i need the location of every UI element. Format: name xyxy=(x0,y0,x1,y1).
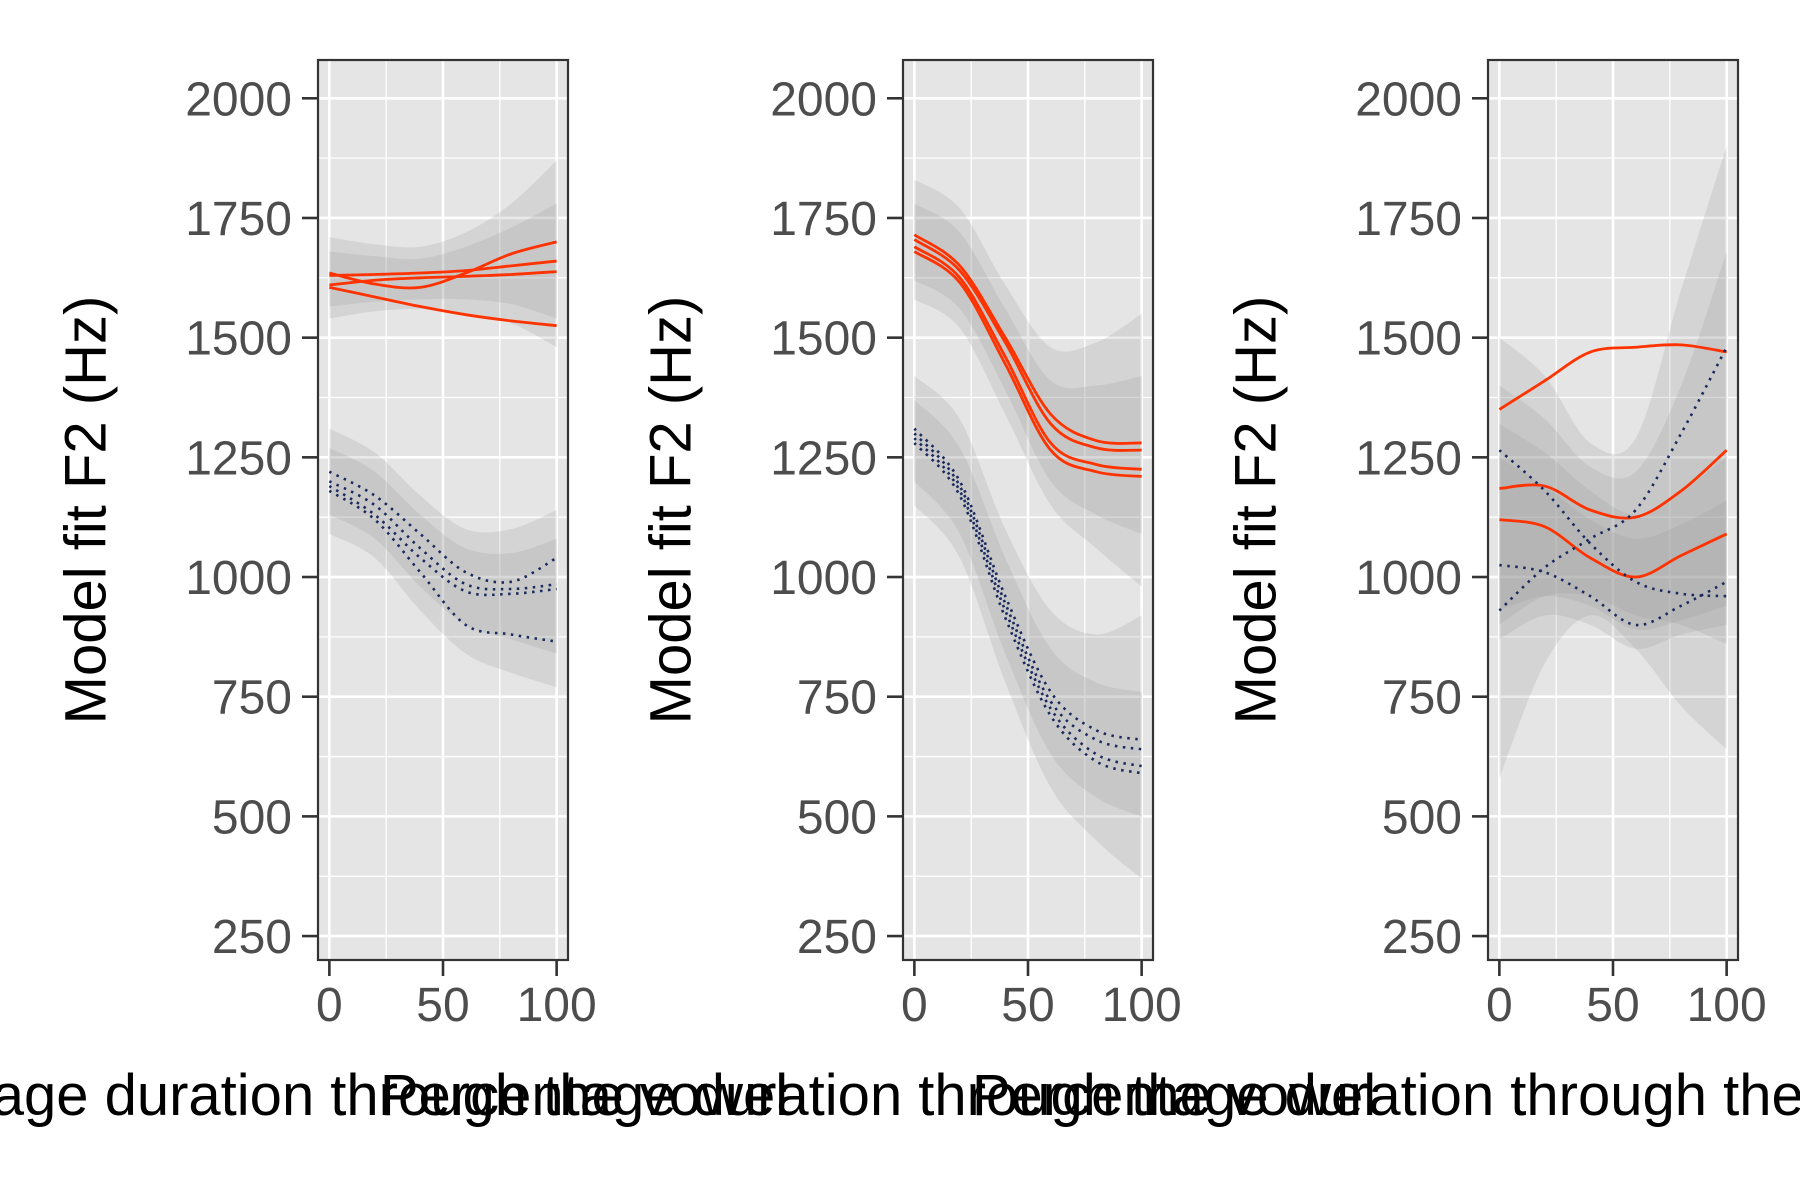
y-tick-label: 750 xyxy=(1382,672,1462,725)
y-tick-label: 250 xyxy=(1382,911,1462,964)
series-line-solid xyxy=(913,250,1142,478)
series-line-dotted xyxy=(1498,449,1727,598)
y-tick-label: 1750 xyxy=(770,193,877,246)
series-line-solid xyxy=(329,240,557,290)
series-line-solid xyxy=(329,286,557,328)
y-tick-label: 750 xyxy=(212,672,292,725)
y-tick-label: 2000 xyxy=(185,73,292,126)
x-tick-label: 0 xyxy=(316,979,343,1032)
confidence-band-b xyxy=(329,447,557,654)
y-tick-label: 500 xyxy=(1382,791,1462,844)
panel-content xyxy=(913,179,1142,879)
panel-middle: 250 500 750 1000 1250 1500 1750 2000 0 50 100 Model… xyxy=(380,58,1376,1128)
y-tick-label: 1500 xyxy=(1355,313,1462,366)
y-axis-title: Model fit F2 (Hz) xyxy=(53,296,118,725)
y-tick-label: 1250 xyxy=(185,432,292,485)
x-tick-label: 50 xyxy=(1001,979,1054,1032)
y-tick-label: 1000 xyxy=(1355,552,1462,605)
panel-left: 250 500 750 1000 1250 1500 1750 2000 0 50 100 Model… xyxy=(0,58,788,1128)
panel-right: 250 500 750 1000 1250 1500 1750 2000 0 50 100 Model… xyxy=(972,58,1800,1128)
y-tick-label: 1000 xyxy=(770,552,877,605)
y-tick-label: 1500 xyxy=(185,313,292,366)
series-line-solid xyxy=(1498,343,1727,411)
y-tick-label: 500 xyxy=(212,791,292,844)
series-line-solid xyxy=(329,270,557,287)
y-tick-label: 1750 xyxy=(1355,193,1462,246)
x-tick-label: 0 xyxy=(1486,979,1513,1032)
y-tick-label: 2000 xyxy=(1355,73,1462,126)
series-line-dotted xyxy=(328,489,557,643)
series-line-solid xyxy=(913,238,1142,452)
y-tick-label: 750 xyxy=(797,672,877,725)
x-tick-label: 100 xyxy=(1102,979,1182,1032)
series-line-dotted xyxy=(913,432,1142,751)
series-line-dotted xyxy=(1498,346,1728,612)
x-axis-title: Percentage duration through the vowel xyxy=(0,1063,788,1128)
y-tick-label: 1500 xyxy=(770,313,877,366)
series-line-solid xyxy=(1499,449,1728,520)
y-tick-label: 1250 xyxy=(770,432,877,485)
x-tick-label: 0 xyxy=(901,979,928,1032)
confidence-band-b xyxy=(329,428,557,688)
confidence-band-b xyxy=(914,399,1142,817)
confidence-band-b xyxy=(1499,457,1727,631)
confidence-band-a xyxy=(1499,146,1727,779)
series-line-solid xyxy=(913,233,1142,445)
x-tick-label: 50 xyxy=(416,979,469,1032)
x-axis-title: Percentage duration through the vowel xyxy=(972,1063,1800,1128)
y-tick-label: 250 xyxy=(212,911,292,964)
y-tick-label: 1750 xyxy=(185,193,292,246)
confidence-band-a xyxy=(1499,251,1727,645)
confidence-band-b xyxy=(914,375,1142,879)
x-tick-label: 50 xyxy=(1586,979,1639,1032)
y-tick-label: 250 xyxy=(797,911,877,964)
series-line-solid xyxy=(329,259,557,277)
panel-content xyxy=(328,160,558,688)
series-line-solid xyxy=(1499,518,1728,579)
series-line-dotted xyxy=(913,427,1142,742)
y-axis-title: Model fit F2 (Hz) xyxy=(1223,296,1288,725)
panel-content xyxy=(1498,146,1728,779)
series-line-solid xyxy=(913,245,1142,471)
confidence-band-a xyxy=(329,203,557,319)
series-line-dotted xyxy=(328,484,557,597)
y-axis-title: Model fit F2 (Hz) xyxy=(638,296,703,725)
series-line-dotted xyxy=(328,480,557,591)
y-tick-label: 2000 xyxy=(770,73,877,126)
x-axis-title: Percentage duration through the vowel xyxy=(380,1063,1376,1128)
x-tick-label: 100 xyxy=(1687,979,1767,1032)
x-tick-label: 100 xyxy=(517,979,597,1032)
y-tick-label: 1250 xyxy=(1355,432,1462,485)
y-tick-label: 1000 xyxy=(185,552,292,605)
y-tick-label: 500 xyxy=(797,791,877,844)
